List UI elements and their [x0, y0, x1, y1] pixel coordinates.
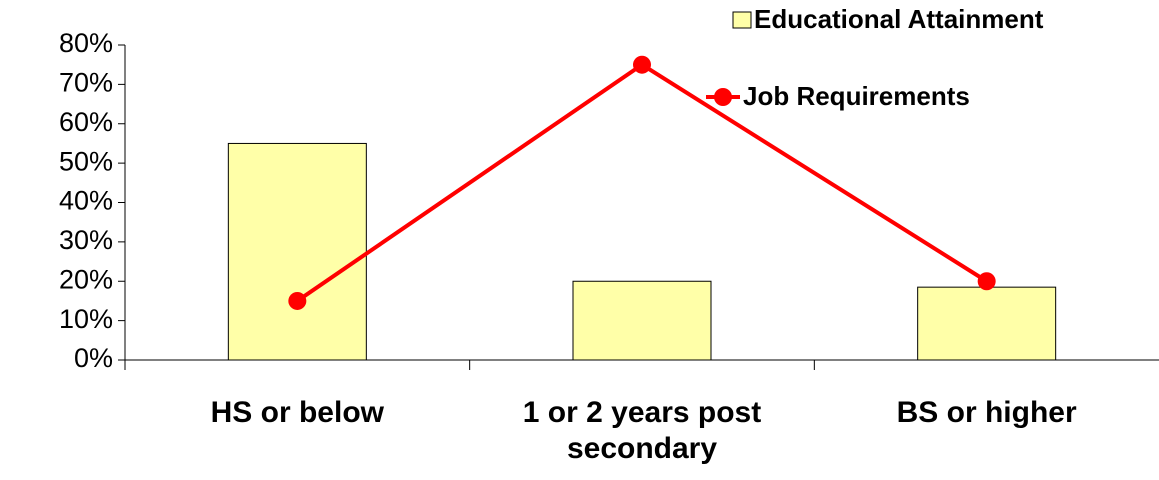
y-tick-label: 80%: [59, 28, 113, 58]
y-tick-label: 50%: [59, 146, 113, 176]
legend-marker: [714, 88, 732, 106]
x-tick-label: 1 or 2 years post secondary: [522, 396, 762, 465]
y-tick-label: 70%: [59, 68, 113, 98]
bar: [917, 286, 1057, 361]
legend-label: Job Requirements: [743, 81, 970, 111]
x-tick-label: HS or below: [210, 396, 384, 429]
x-tick-label: BS or higher: [896, 396, 1077, 429]
y-tick-label: 30%: [59, 225, 113, 255]
bar: [572, 280, 712, 361]
y-tick-label: 20%: [59, 264, 113, 294]
y-tick-label: 10%: [59, 304, 113, 334]
marker: [977, 272, 996, 291]
bar: [227, 142, 367, 361]
legend-swatch: [732, 11, 752, 29]
marker: [633, 55, 651, 74]
legend-label: Educational Attainment: [754, 4, 1044, 34]
y-tick-label: 60%: [59, 107, 113, 137]
marker: [288, 291, 307, 310]
y-tick-label: 0%: [74, 343, 113, 373]
y-tick-label: 40%: [59, 186, 113, 216]
